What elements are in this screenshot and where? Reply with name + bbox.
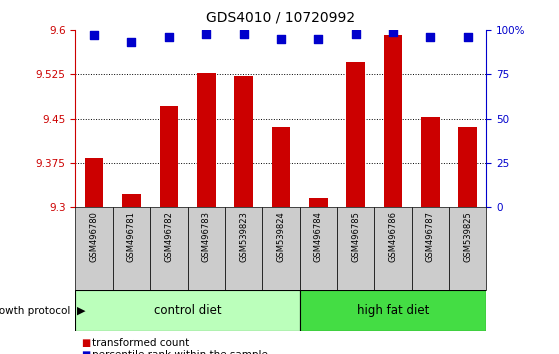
- Bar: [122, 194, 141, 207]
- Text: GSM496780: GSM496780: [89, 211, 98, 262]
- Text: GSM496787: GSM496787: [426, 211, 435, 262]
- Text: GSM496785: GSM496785: [351, 211, 360, 262]
- Text: GSM496781: GSM496781: [127, 211, 136, 262]
- Bar: [197, 73, 216, 207]
- Bar: [300, 207, 337, 290]
- Bar: [337, 207, 375, 290]
- Text: GSM539825: GSM539825: [463, 211, 472, 262]
- Point: [426, 34, 435, 40]
- Bar: [375, 207, 411, 290]
- Text: GSM539823: GSM539823: [239, 211, 248, 262]
- Point: [276, 36, 285, 42]
- Point: [314, 36, 323, 42]
- Bar: [449, 207, 486, 290]
- Text: GSM496784: GSM496784: [314, 211, 323, 262]
- Point: [127, 40, 136, 45]
- Text: ■: ■: [81, 338, 91, 348]
- Bar: [458, 127, 477, 207]
- Point: [239, 31, 248, 36]
- Bar: [113, 207, 150, 290]
- Text: ▶: ▶: [77, 306, 85, 316]
- Bar: [300, 290, 486, 331]
- Bar: [159, 105, 178, 207]
- Bar: [272, 127, 290, 207]
- Text: percentile rank within the sample: percentile rank within the sample: [92, 350, 268, 354]
- Text: transformed count: transformed count: [92, 338, 190, 348]
- Text: GSM496783: GSM496783: [202, 211, 211, 262]
- Text: GSM496786: GSM496786: [389, 211, 397, 262]
- Bar: [383, 35, 402, 207]
- Bar: [234, 76, 253, 207]
- Bar: [75, 207, 113, 290]
- Text: GSM496782: GSM496782: [164, 211, 173, 262]
- Point: [89, 33, 98, 38]
- Bar: [309, 198, 328, 207]
- Text: high fat diet: high fat diet: [357, 304, 429, 317]
- Bar: [85, 158, 103, 207]
- Bar: [225, 207, 262, 290]
- Point: [164, 34, 173, 40]
- Bar: [150, 207, 187, 290]
- Text: control diet: control diet: [154, 304, 221, 317]
- Bar: [421, 118, 439, 207]
- Bar: [75, 290, 300, 331]
- Text: GDS4010 / 10720992: GDS4010 / 10720992: [206, 11, 356, 25]
- Text: ■: ■: [81, 350, 91, 354]
- Text: growth protocol: growth protocol: [0, 306, 70, 316]
- Bar: [346, 62, 365, 207]
- Point: [202, 31, 211, 36]
- Text: GSM539824: GSM539824: [276, 211, 286, 262]
- Point: [389, 29, 397, 35]
- Point: [351, 31, 360, 36]
- Bar: [411, 207, 449, 290]
- Point: [463, 34, 472, 40]
- Bar: [262, 207, 300, 290]
- Bar: [187, 207, 225, 290]
